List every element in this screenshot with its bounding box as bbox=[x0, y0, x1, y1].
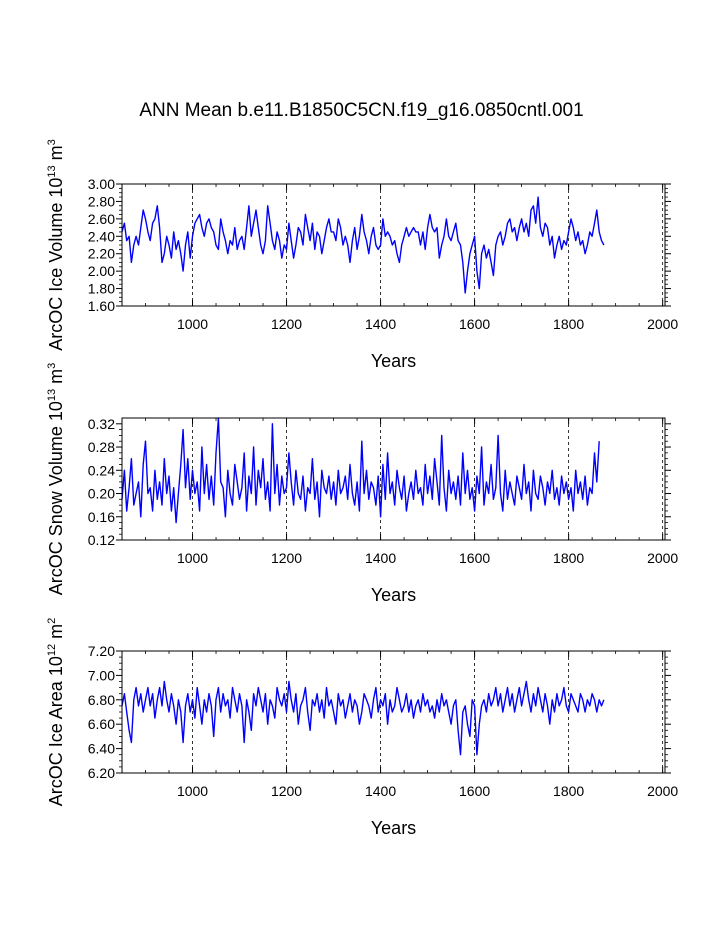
x-tick-label: 1200 bbox=[271, 783, 302, 799]
y-axis-label: ArcOC Ice Volume 1013 m3 bbox=[46, 139, 66, 350]
x-tick-label: 1000 bbox=[177, 783, 208, 799]
chart-panel-3: 1000 1200 1400 1600 1800 2000 6.20 6.40 6.60 6.80… bbox=[46, 618, 678, 838]
x-axis-label: Years bbox=[371, 585, 416, 605]
y-tick-label: 0.12 bbox=[88, 532, 115, 548]
y-tick-label: 2.80 bbox=[88, 193, 115, 209]
x-tick-label: 1200 bbox=[271, 316, 302, 332]
y-tick-label: 6.60 bbox=[88, 716, 115, 732]
x-axis-label: Years bbox=[371, 351, 416, 371]
x-tick-label: 1000 bbox=[177, 550, 208, 566]
chart-panel-2: 1000 1200 1400 1600 1800 2000 0.12 0.16 0.20 0.24… bbox=[46, 363, 678, 605]
x-tick-label: 1600 bbox=[459, 550, 490, 566]
x-tick-label: 2000 bbox=[647, 783, 678, 799]
x-tick-label: 1800 bbox=[553, 550, 584, 566]
x-tick-label: 1400 bbox=[365, 783, 396, 799]
y-tick-label: 1.80 bbox=[88, 281, 115, 297]
y-tick-label: 0.28 bbox=[88, 439, 115, 455]
x-tick-label: 1000 bbox=[177, 316, 208, 332]
x-tick-label: 2000 bbox=[647, 316, 678, 332]
y-axis-label: ArcOC Snow Volume 1013 m3 bbox=[46, 363, 66, 595]
x-axis-label: Years bbox=[371, 818, 416, 838]
x-tick-label: 1600 bbox=[459, 783, 490, 799]
x-tick-label: 2000 bbox=[647, 550, 678, 566]
x-tick-label: 1400 bbox=[365, 550, 396, 566]
y-tick-label: 0.16 bbox=[88, 509, 115, 525]
y-tick-label: 3.00 bbox=[88, 176, 115, 192]
series-line bbox=[121, 680, 605, 756]
series-line bbox=[121, 196, 605, 294]
y-tick-label: 6.40 bbox=[88, 741, 115, 757]
y-tick-label: 6.20 bbox=[88, 765, 115, 781]
x-tick-label: 1200 bbox=[271, 550, 302, 566]
y-tick-label: 2.20 bbox=[88, 246, 115, 262]
y-tick-label: 1.60 bbox=[88, 298, 115, 314]
y-tick-label: 0.24 bbox=[88, 462, 115, 478]
y-axis-label: ArcOC Ice Area 1012 m2 bbox=[46, 618, 66, 806]
y-tick-label: 2.60 bbox=[88, 211, 115, 227]
y-tick-label: 0.20 bbox=[88, 486, 115, 502]
x-tick-label: 1400 bbox=[365, 316, 396, 332]
x-tick-label: 1600 bbox=[459, 316, 490, 332]
page-title: ANN Mean b.e11.B1850C5CN.f19_g16.0850cnt… bbox=[139, 100, 584, 121]
x-tick-label: 1800 bbox=[553, 316, 584, 332]
series-line bbox=[121, 417, 600, 524]
chart-panel-1: 1000 1200 1400 1600 1800 2000 1.601.80 2.002.20… bbox=[46, 139, 678, 371]
x-tick-label: 1800 bbox=[553, 783, 584, 799]
y-tick-label: 6.80 bbox=[88, 692, 115, 708]
y-tick-label: 2.40 bbox=[88, 228, 115, 244]
y-tick-label: 7.20 bbox=[88, 643, 115, 659]
plot-frame bbox=[121, 417, 666, 541]
y-tick-label: 0.32 bbox=[88, 416, 115, 432]
y-tick-label: 2.00 bbox=[88, 263, 115, 279]
y-tick-label: 7.00 bbox=[88, 667, 115, 683]
